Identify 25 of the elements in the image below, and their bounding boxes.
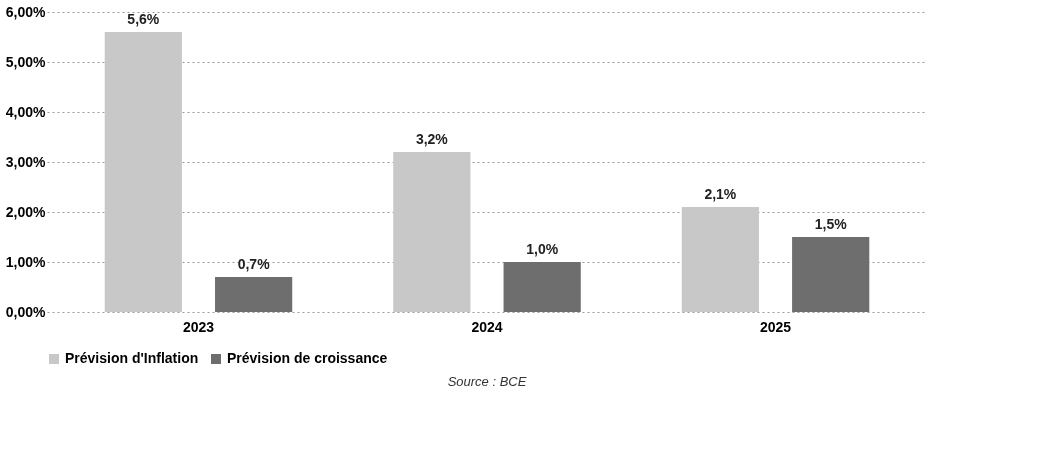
bar bbox=[792, 237, 870, 312]
x-tick-label: 2024 bbox=[471, 318, 503, 335]
data-label: 1,5% bbox=[814, 216, 848, 232]
y-tick-label: 3,00% bbox=[5, 153, 47, 170]
y-tick-label: 5,00% bbox=[5, 53, 47, 70]
x-tick-label: 2025 bbox=[759, 318, 792, 335]
data-label: 5,6% bbox=[127, 11, 160, 27]
y-tick-label: 4,00% bbox=[5, 103, 47, 120]
data-label: 0,7% bbox=[237, 256, 271, 272]
bar bbox=[503, 262, 581, 312]
y-tick-label: 6,00% bbox=[5, 3, 47, 20]
y-tick-label: 1,00% bbox=[5, 253, 47, 270]
data-label: 3,2% bbox=[415, 131, 449, 147]
source-note: Source : BCE bbox=[447, 374, 527, 389]
legend-label: Prévision d'Inflation bbox=[65, 350, 199, 366]
y-tick-label: 2,00% bbox=[5, 203, 47, 220]
bar bbox=[215, 277, 293, 312]
x-tick-label: 2023 bbox=[182, 318, 215, 335]
data-label: 2,1% bbox=[704, 186, 737, 202]
data-label: 1,0% bbox=[526, 241, 559, 257]
y-tick-label: 0,00% bbox=[5, 303, 47, 320]
bar bbox=[681, 207, 759, 312]
bar bbox=[104, 32, 182, 312]
legend-label: Prévision de croissance bbox=[227, 350, 388, 366]
bar bbox=[393, 152, 471, 312]
